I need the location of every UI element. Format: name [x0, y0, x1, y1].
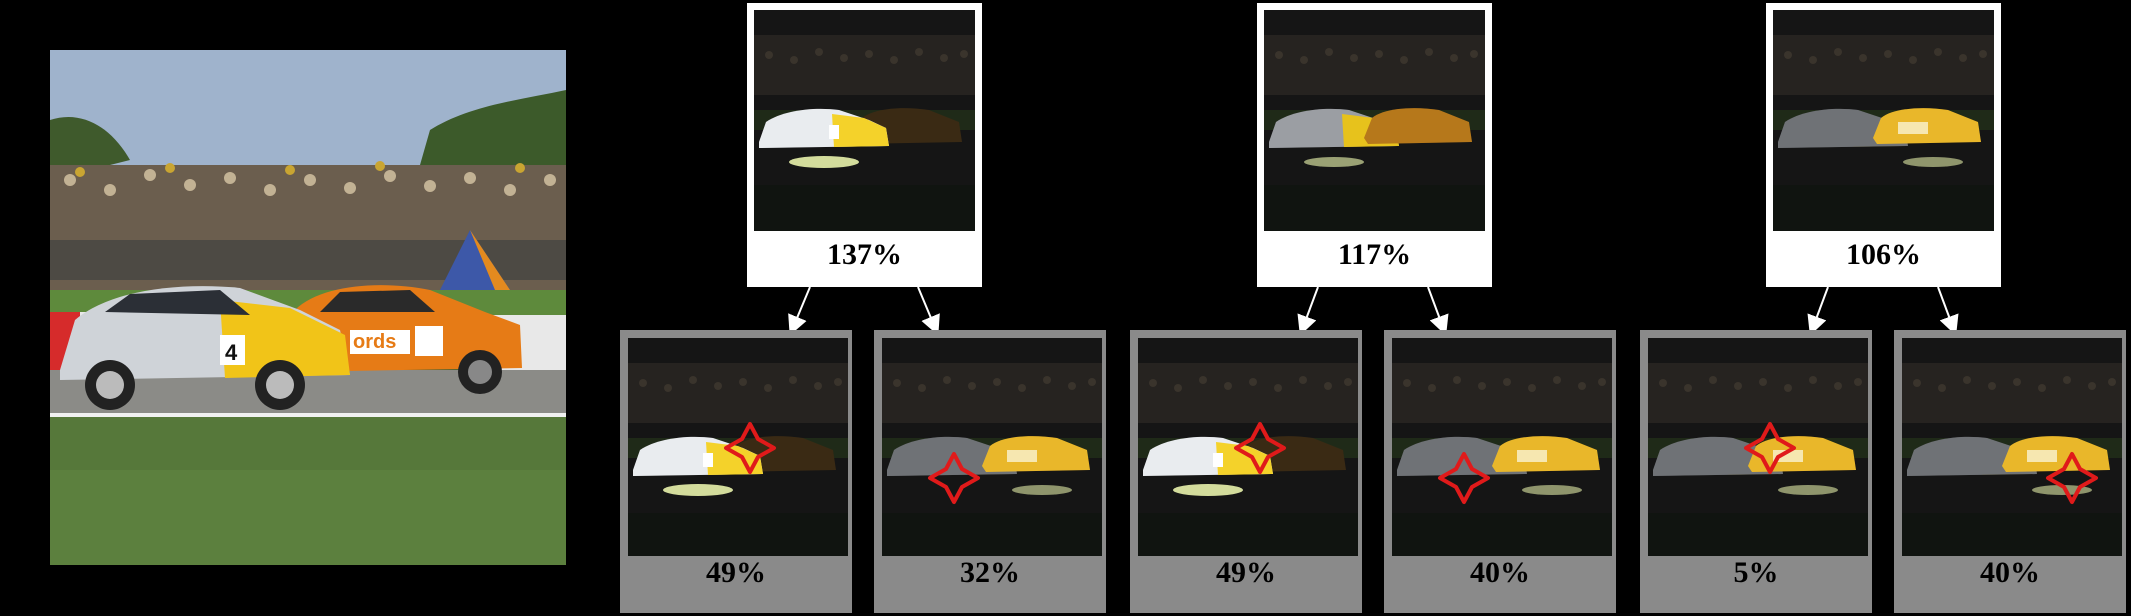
bottom-heatmap-node: 32% — [874, 330, 1106, 613]
bottom-heatmap-node: 49% — [1130, 330, 1362, 613]
arrow — [1807, 286, 1829, 336]
arrow — [1937, 286, 1959, 336]
score-label: 49% — [1216, 556, 1276, 589]
score-label: 49% — [706, 556, 766, 589]
heatmap-thumbnail — [1773, 10, 1994, 231]
occlusion-marker-icon — [1744, 422, 1796, 474]
race-car-scene: ords 4 — [50, 50, 566, 565]
heatmap-image — [1648, 338, 1868, 556]
arrow — [1297, 286, 1319, 336]
score-label: 117% — [1337, 238, 1412, 271]
heatmap-thumbnail — [1138, 338, 1358, 556]
heatmap-image — [628, 338, 848, 556]
bottom-heatmap-node: 5% — [1640, 330, 1872, 613]
top-heatmap-node: 106% — [1766, 3, 2001, 287]
arrow — [788, 286, 811, 336]
occlusion-marker-icon — [1234, 422, 1286, 474]
silver-car: 4 — [60, 286, 350, 410]
heatmap-thumbnail — [754, 10, 975, 231]
top-heatmap-node: 137% — [747, 3, 982, 287]
heatmap-thumbnail — [1648, 338, 1868, 556]
score-label: 106% — [1846, 238, 1921, 271]
occlusion-marker-icon — [724, 422, 776, 474]
heatmap-thumbnail — [628, 338, 848, 556]
arrow — [1427, 286, 1449, 336]
heatmap-thumbnail — [1392, 338, 1612, 556]
score-label: 32% — [960, 556, 1020, 589]
bottom-heatmap-node: 40% — [1384, 330, 1616, 613]
heatmap-image — [1392, 338, 1612, 556]
score-label: 40% — [1470, 556, 1530, 589]
heatmap-image — [754, 10, 975, 231]
top-heatmap-node: 117% — [1257, 3, 1492, 287]
arrow — [917, 286, 940, 336]
svg-text:4: 4 — [225, 340, 238, 365]
occlusion-marker-icon — [1438, 452, 1490, 504]
occlusion-marker-icon — [2046, 452, 2098, 504]
score-label: 5% — [1733, 556, 1779, 589]
heatmap-thumbnail — [882, 338, 1102, 556]
heatmap-image — [1902, 338, 2122, 556]
heatmap-image — [882, 338, 1102, 556]
heatmap-image — [1773, 10, 1994, 231]
source-photo: ords 4 — [50, 50, 566, 565]
score-label: 137% — [827, 238, 902, 271]
heatmap-image — [1264, 10, 1485, 231]
bottom-heatmap-node: 40% — [1894, 330, 2126, 613]
heatmap-thumbnail — [1902, 338, 2122, 556]
occlusion-marker-icon — [928, 452, 980, 504]
heatmap-image — [1138, 338, 1358, 556]
svg-text:ords: ords — [353, 331, 396, 353]
heatmap-thumbnail — [1264, 10, 1485, 231]
score-label: 40% — [1980, 556, 2040, 589]
bottom-heatmap-node: 49% — [620, 330, 852, 613]
